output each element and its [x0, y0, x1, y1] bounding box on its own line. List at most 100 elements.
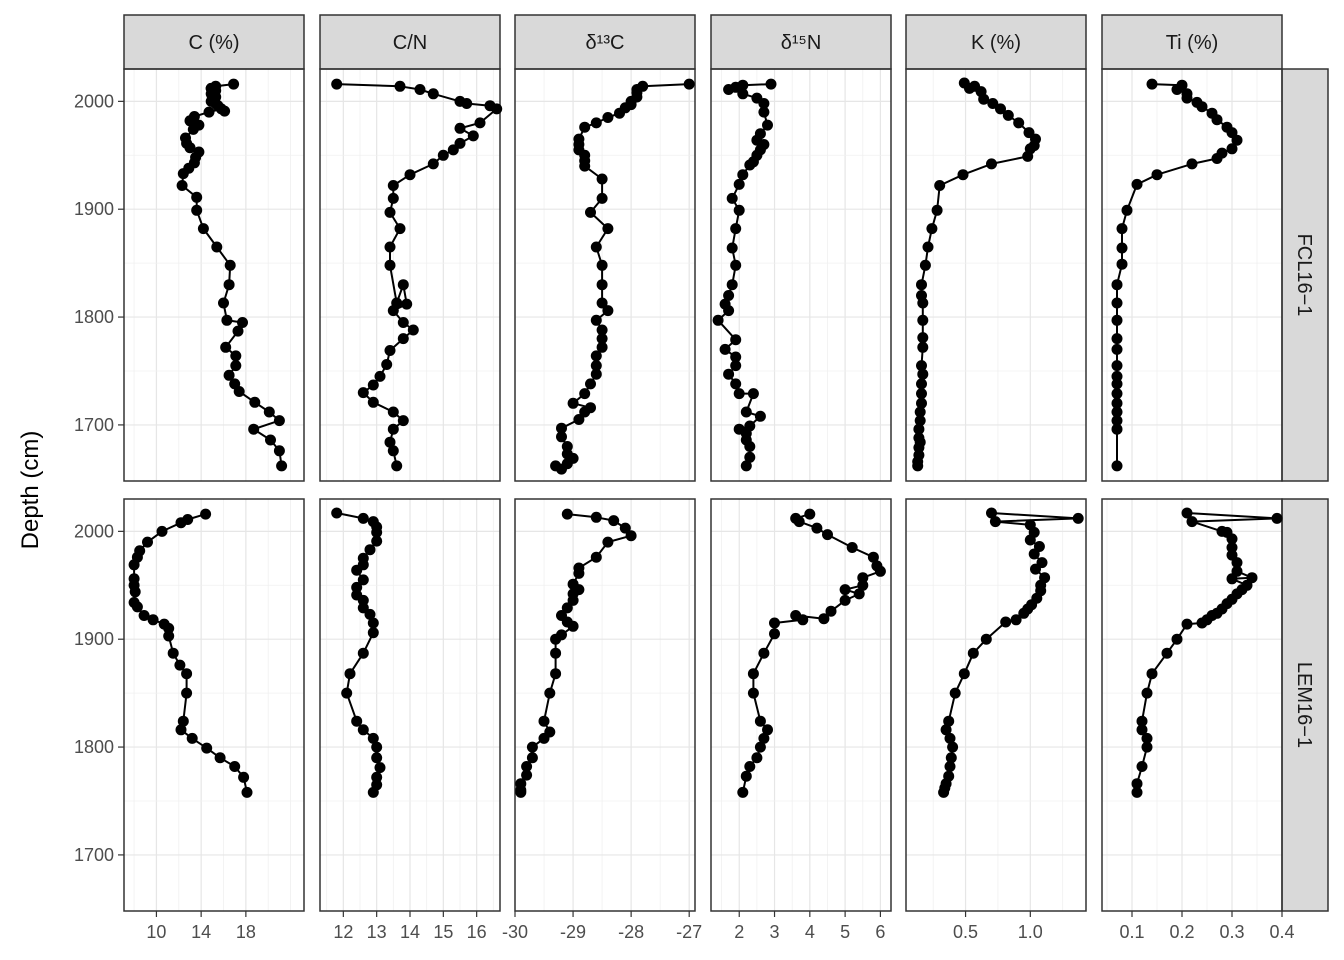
data-point	[573, 414, 585, 425]
x-tick-label: 18	[236, 922, 256, 942]
data-point	[397, 333, 409, 345]
data-point	[733, 178, 745, 190]
y-tick-label: 2000	[74, 91, 114, 111]
data-point	[596, 324, 608, 336]
data-point	[914, 415, 926, 427]
x-tick-label: 0.2	[1169, 922, 1194, 942]
data-point	[987, 98, 999, 109]
data-point	[1024, 534, 1036, 546]
data-point	[367, 627, 379, 639]
data-point	[874, 565, 886, 577]
data-point	[357, 512, 369, 524]
data-point	[857, 579, 869, 591]
data-point	[754, 410, 766, 422]
data-point	[723, 305, 735, 317]
data-point	[1111, 388, 1123, 400]
data-point	[229, 761, 241, 772]
data-point	[938, 786, 950, 798]
data-point	[387, 305, 399, 317]
data-point	[131, 601, 143, 613]
data-point	[846, 542, 858, 553]
data-point	[762, 724, 773, 736]
row-strip-label-2: LEM16−1	[1293, 662, 1315, 748]
data-point	[1231, 557, 1243, 569]
data-point	[550, 460, 562, 472]
data-point	[744, 451, 756, 463]
data-point	[744, 761, 756, 772]
panel-background	[711, 499, 891, 911]
data-point	[249, 396, 261, 408]
data-point	[232, 325, 244, 337]
data-point	[1111, 343, 1123, 355]
x-tick-label: 0.3	[1219, 922, 1244, 942]
data-point	[544, 687, 556, 699]
panel-background	[1102, 69, 1282, 481]
x-tick-label: 0.4	[1269, 922, 1294, 942]
x-tick-label: -28	[618, 922, 644, 942]
data-point	[922, 241, 934, 253]
data-point	[1111, 279, 1123, 291]
x-tick-label: 2	[734, 922, 744, 942]
data-point	[769, 628, 780, 640]
data-point	[210, 98, 222, 109]
data-point	[263, 406, 275, 418]
data-point	[474, 117, 486, 129]
data-point	[995, 103, 1006, 115]
panel-border	[514, 68, 696, 482]
data-point	[1111, 297, 1123, 309]
data-point	[1116, 258, 1128, 270]
data-point	[839, 594, 851, 606]
data-point	[138, 610, 150, 621]
panel-background	[906, 69, 1086, 481]
data-point	[230, 350, 242, 362]
data-point	[550, 668, 562, 680]
data-point	[596, 279, 608, 291]
panel-border	[123, 68, 305, 482]
data-point	[573, 567, 585, 579]
data-point	[556, 422, 567, 434]
data-point	[397, 415, 409, 427]
data-point	[1151, 169, 1163, 181]
data-point	[737, 786, 749, 798]
data-point	[723, 368, 735, 380]
data-point	[550, 647, 562, 659]
data-point	[916, 360, 927, 372]
data-point	[374, 762, 386, 774]
panel-background	[711, 69, 891, 481]
data-point	[175, 724, 187, 736]
data-point	[1186, 158, 1198, 170]
data-point	[387, 423, 399, 435]
data-point	[214, 752, 226, 764]
data-point	[1226, 542, 1238, 553]
facet-strip-1	[123, 14, 305, 70]
y-axis-label: Depth (cm)	[17, 431, 44, 550]
data-point	[839, 584, 851, 596]
data-point	[404, 169, 416, 181]
data-point	[447, 144, 459, 156]
data-point	[579, 388, 591, 400]
data-point	[917, 314, 929, 326]
data-point	[1161, 647, 1173, 659]
data-point	[590, 350, 602, 362]
data-point	[730, 223, 742, 235]
data-point	[1028, 140, 1040, 152]
data-point	[219, 105, 231, 117]
data-point	[384, 436, 396, 448]
data-point	[602, 305, 614, 317]
data-point	[747, 687, 759, 699]
data-point	[1072, 512, 1084, 524]
y-tick-label: 2000	[74, 521, 114, 541]
data-point	[980, 633, 992, 645]
panel-background	[1102, 499, 1282, 911]
data-point	[237, 317, 248, 328]
data-point	[1171, 84, 1183, 95]
data-point	[351, 564, 363, 576]
data-point	[765, 78, 777, 90]
data-point	[934, 180, 946, 191]
data-point	[712, 314, 724, 326]
data-point	[1111, 423, 1123, 435]
data-point	[730, 259, 742, 271]
data-point	[1030, 563, 1041, 575]
data-point	[367, 617, 379, 629]
